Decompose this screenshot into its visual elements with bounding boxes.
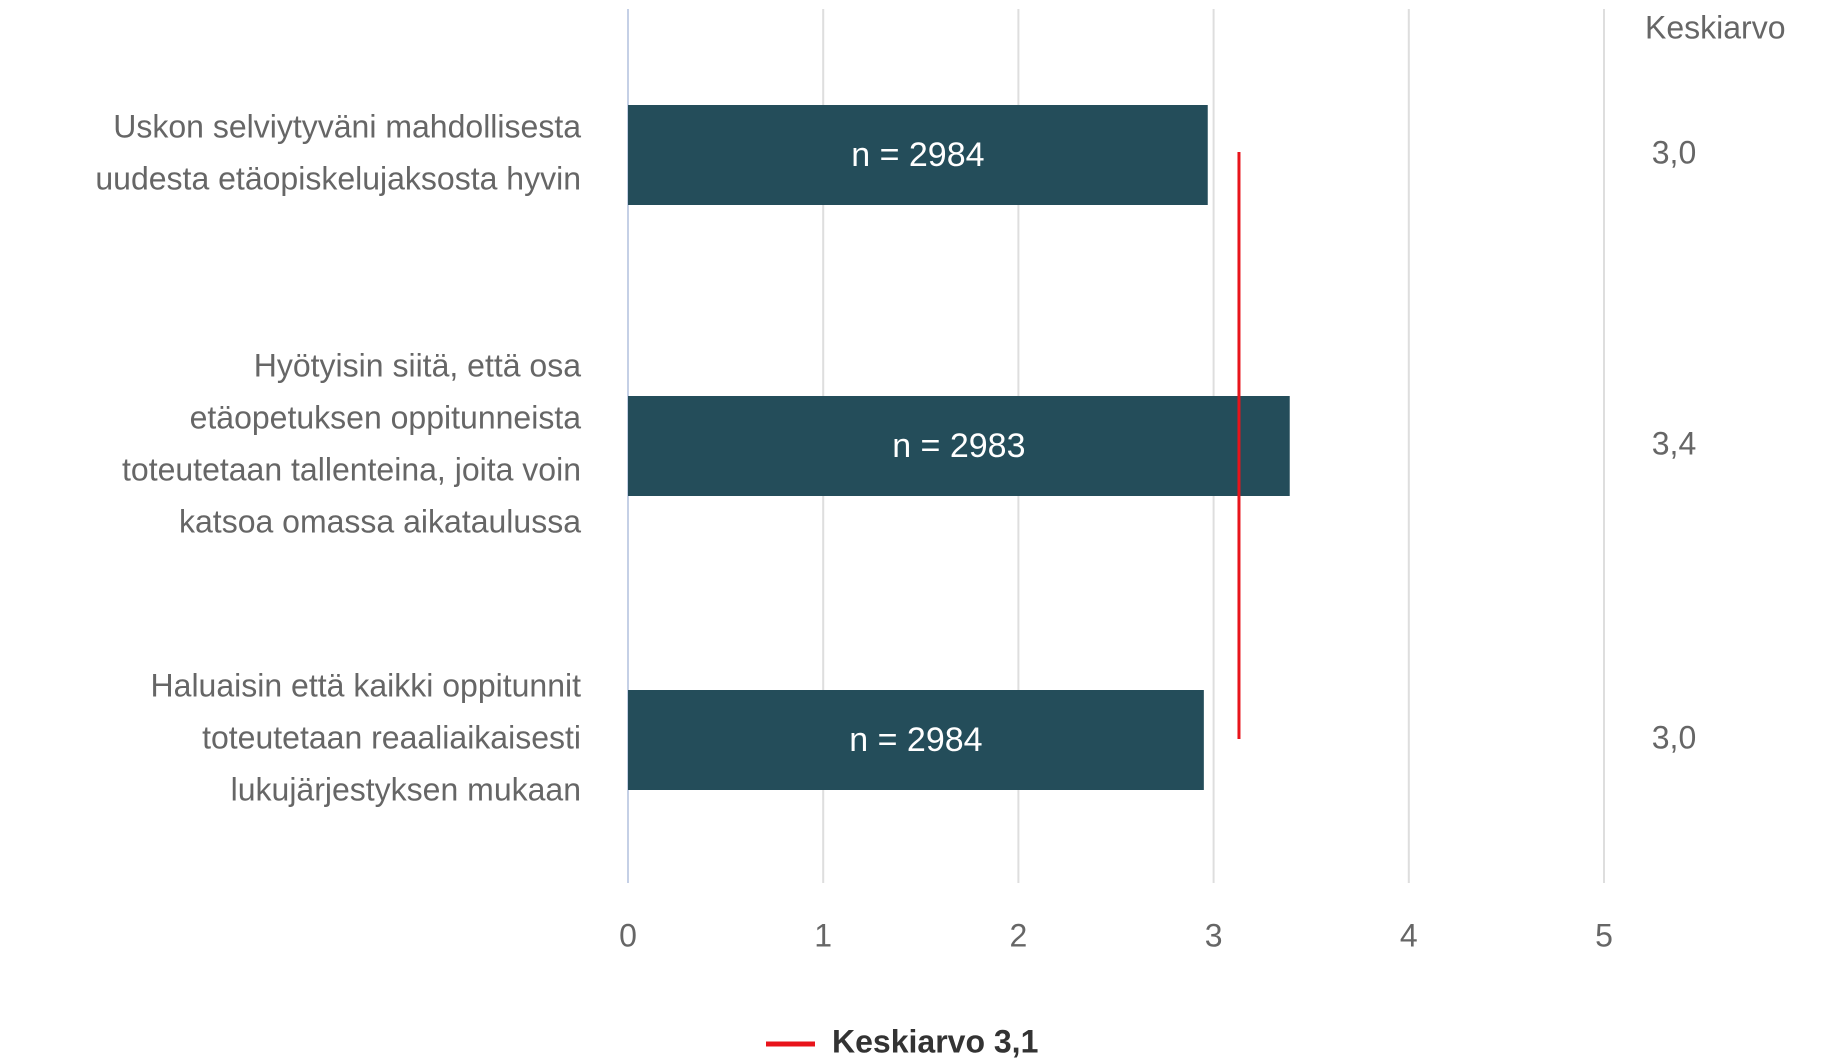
x-tick-label: 3 <box>1205 917 1223 953</box>
bar <box>628 690 1204 790</box>
bar-label: n = 2983 <box>892 427 1025 465</box>
x-tick-label: 0 <box>619 917 637 953</box>
category-label: toteutetaan reaaliaikaisesti <box>202 719 581 755</box>
category-label: Haluaisin että kaikki oppitunnit <box>151 667 582 703</box>
x-tick-label: 1 <box>814 917 832 953</box>
value-label: 3,0 <box>1652 134 1696 170</box>
category-label: toteutetaan tallenteina, joita voin <box>122 451 581 487</box>
x-tick-label: 5 <box>1595 917 1613 953</box>
x-tick-label: 2 <box>1010 917 1028 953</box>
bar <box>628 105 1208 205</box>
legend-label: Keskiarvo 3,1 <box>832 1023 1038 1059</box>
category-label: lukujärjestyksen mukaan <box>231 771 581 807</box>
category-label: katsoa omassa aikataulussa <box>179 503 581 539</box>
bar-label: n = 2984 <box>849 721 982 759</box>
x-tick-label: 4 <box>1400 917 1418 953</box>
bar <box>628 396 1290 496</box>
value-label: 3,4 <box>1652 425 1696 461</box>
category-label: uudesta etäopiskelujaksosta hyvin <box>95 160 581 196</box>
category-label: Hyötyisin siitä, että osa <box>254 347 581 383</box>
category-label: etäopetuksen oppitunneista <box>190 399 582 435</box>
value-label: 3,0 <box>1652 719 1696 755</box>
bar-label: n = 2984 <box>851 136 984 174</box>
value-column-title: Keskiarvo <box>1645 9 1786 45</box>
category-label: Uskon selviytyväni mahdollisesta <box>113 108 581 144</box>
